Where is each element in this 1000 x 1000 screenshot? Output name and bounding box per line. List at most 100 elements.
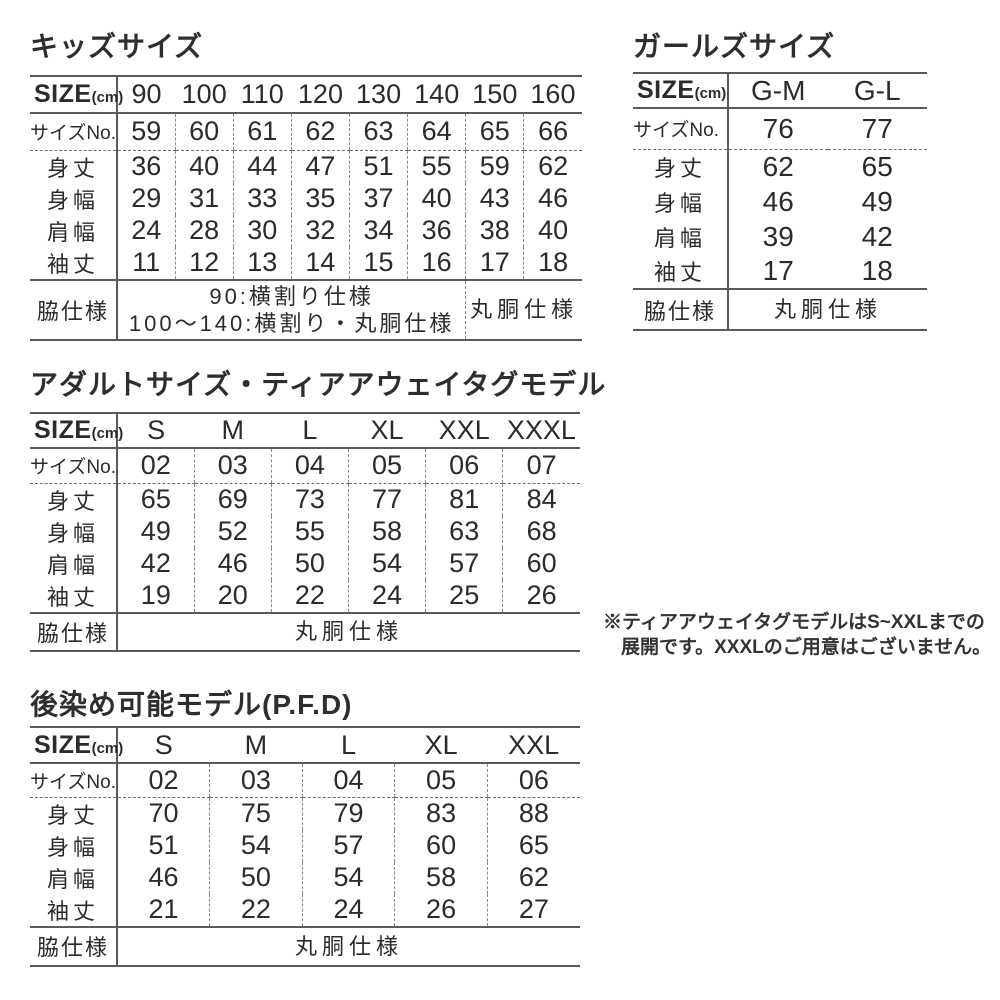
size-value: 64: [407, 113, 466, 151]
table-row: 身幅 29 31 33 35 37 40 43 46: [30, 182, 582, 215]
size-value: 18: [523, 246, 582, 281]
note-line: ※ティアアウェイタグモデルはS~XXLまでの: [603, 612, 985, 633]
size-header: SIZE(cm): [30, 413, 123, 449]
row-label: サイズNo.: [633, 108, 729, 150]
size-value: 57: [425, 547, 503, 580]
size-value: 70: [148, 798, 179, 828]
table-row: 袖丈 17 18: [633, 254, 927, 290]
size-value: 62: [762, 150, 794, 182]
note-line: 展開です。XXXLのご用意はございません。: [621, 637, 992, 658]
size-value: 33: [232, 182, 292, 215]
size-value: 76: [728, 108, 828, 150]
size-value: 40: [407, 182, 466, 215]
size-value: 46: [148, 862, 179, 892]
size-header: SIZE(cm): [30, 76, 123, 114]
size-value: 03: [209, 763, 303, 798]
size-value: 47: [290, 150, 350, 183]
table-row: サイズNo. 76 77: [633, 108, 927, 150]
header-row: SIZE(cm) S M L XL XXL XXXL: [30, 413, 580, 449]
size-value: 46: [523, 182, 582, 215]
size-value: 22: [209, 893, 303, 928]
size-value: 03: [193, 448, 272, 484]
column-header: XXL: [425, 413, 503, 449]
size-value: 17: [465, 246, 524, 281]
size-value: 14: [290, 246, 350, 281]
spec-value: 丸胴仕様: [117, 613, 580, 651]
row-label: 袖丈: [30, 246, 118, 281]
column-header: 120: [291, 76, 350, 114]
size-value: 75: [209, 797, 303, 830]
size-value: 04: [301, 763, 395, 798]
column-header: G-L: [827, 73, 927, 109]
row-label: 脇仕様: [633, 289, 729, 330]
size-value: 39: [762, 220, 794, 252]
size-value: 36: [407, 214, 466, 247]
size-value: 49: [861, 185, 893, 217]
row-label: 身丈: [30, 150, 118, 183]
table-row: 肩幅 42 46 50 54 57 60: [30, 547, 580, 580]
table-row: 袖丈 21 22 24 26 27: [30, 893, 580, 928]
spec-value: 丸胴仕様: [117, 927, 580, 966]
size-value: 18: [827, 254, 927, 290]
table-row: サイズNo. 02 03 04 05 06 07: [30, 448, 580, 484]
size-value: 54: [209, 829, 303, 862]
column-header: 100: [175, 76, 234, 114]
spec-row: 脇仕様 丸胴仕様: [633, 289, 927, 330]
table-row: 袖丈 19 20 22 24 25 26: [30, 579, 580, 614]
size-unit-label: (cm): [694, 85, 727, 102]
row-label: 脇仕様: [30, 279, 118, 340]
header-row: SIZE(cm) 90 100 110 120 130 140 150 160: [30, 76, 582, 114]
header-row: SIZE(cm) G-M G-L: [633, 73, 927, 109]
size-value: 65: [861, 150, 893, 182]
row-label: 身丈: [633, 149, 729, 184]
size-value: 60: [394, 829, 488, 862]
spec-row: 脇仕様 丸胴仕様: [30, 612, 580, 651]
column-header: XL: [394, 727, 488, 764]
spec-value: 丸胴仕様: [728, 289, 927, 330]
size-value: 40: [523, 214, 582, 247]
size-value: 69: [193, 483, 272, 516]
column-header: G-M: [728, 73, 828, 109]
size-value: 30: [232, 214, 292, 247]
row-label: 身丈: [30, 483, 118, 516]
size-value: 73: [270, 483, 349, 516]
spec-text: 100〜140:横割り・丸胴仕様: [128, 310, 455, 336]
size-value: 05: [347, 448, 426, 484]
table-row: 肩幅 24 28 30 32 34 36 38 40: [30, 214, 582, 247]
column-header: 90: [117, 76, 176, 114]
kids-size-table: SIZE(cm) 90 100 110 120 130 140 150 160 サイズNo. 59 6…: [30, 75, 582, 341]
size-value: 40: [174, 150, 234, 183]
size-value: 60: [502, 547, 580, 580]
size-value: 42: [140, 548, 171, 578]
size-value: 59: [117, 113, 176, 151]
size-value: 37: [348, 182, 408, 215]
size-value: 54: [347, 547, 426, 580]
table-row: 肩幅 39 42: [633, 219, 927, 254]
size-value: 63: [348, 113, 408, 151]
size-value: 24: [301, 893, 395, 928]
table-row: 身丈 65 69 73 77 81 84: [30, 483, 580, 516]
size-value: 62: [523, 150, 582, 183]
size-value: 68: [502, 515, 580, 548]
table-row: サイズNo. 59 60 61 62 63 64 65 66: [30, 113, 582, 151]
row-label: 身丈: [30, 797, 118, 830]
size-label: SIZE: [637, 76, 695, 104]
row-label: 身幅: [30, 515, 118, 548]
size-value: 58: [347, 515, 426, 548]
column-header: 140: [407, 76, 466, 114]
kids-size-section: キッズサイズ SIZE(cm) 90 100 110 120 130 140 150 160 サイ…: [30, 30, 582, 341]
size-value: 24: [347, 579, 426, 614]
row-label: サイズNo.: [30, 763, 118, 798]
size-value: 02: [117, 763, 210, 798]
spec-text: 90:横割り仕様: [209, 283, 374, 309]
spec-text: 丸胴仕様: [773, 297, 882, 322]
girls-size-table: SIZE(cm) G-M G-L サイズNo. 76 77 身丈 62 65 身幅 46 49 肩幅 39…: [633, 72, 927, 331]
size-value: 51: [148, 830, 179, 860]
size-value: 50: [270, 547, 349, 580]
table-row: 袖丈 11 12 13 14 15 16 17 18: [30, 246, 582, 281]
size-label: SIZE: [34, 730, 92, 759]
size-value: 46: [762, 185, 794, 217]
column-header: S: [117, 413, 195, 449]
row-label: 身幅: [633, 184, 729, 219]
pfd-size-table: SIZE(cm) S M L XL XXL サイズNo. 02 03 04 05 06 身丈 70 75 79…: [30, 726, 580, 967]
